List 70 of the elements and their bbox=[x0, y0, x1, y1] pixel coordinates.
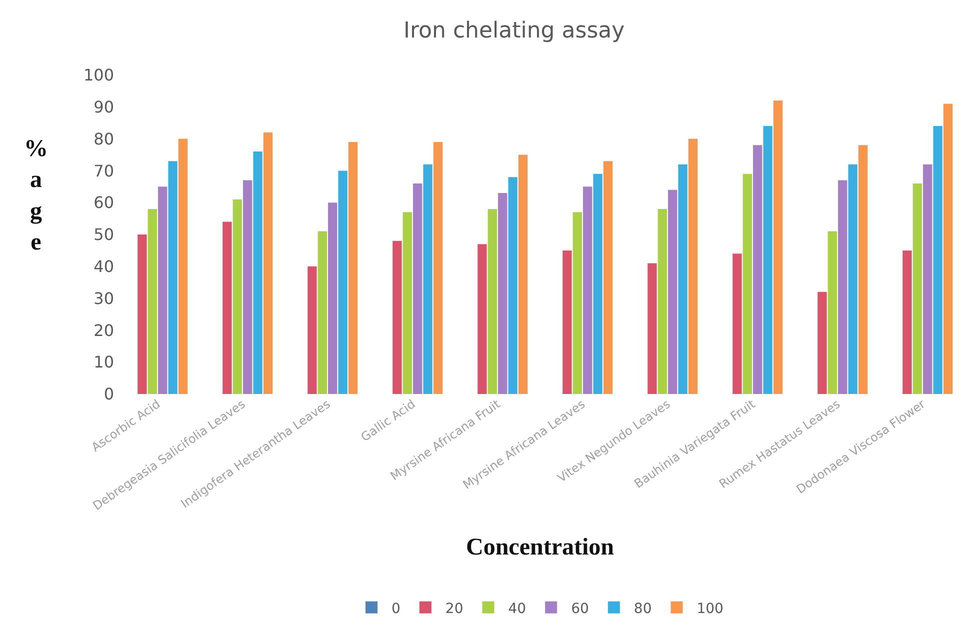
legend-label: 40 bbox=[508, 600, 526, 617]
bar bbox=[498, 193, 508, 394]
y-tick-label: 90 bbox=[94, 98, 114, 116]
legend-label: 60 bbox=[571, 600, 589, 617]
bar bbox=[178, 138, 188, 394]
bar bbox=[933, 126, 942, 394]
bar bbox=[603, 161, 613, 394]
bar bbox=[648, 263, 657, 394]
bar bbox=[413, 183, 422, 394]
bar bbox=[763, 126, 772, 394]
x-axis-title: Concentration bbox=[466, 534, 614, 560]
bar bbox=[508, 177, 518, 394]
legend-label: 20 bbox=[445, 600, 464, 617]
bar bbox=[668, 190, 678, 394]
y-tick-label: 40 bbox=[94, 257, 114, 276]
bar bbox=[572, 212, 582, 394]
bar bbox=[773, 100, 783, 394]
y-tick-label: 70 bbox=[94, 161, 114, 180]
y-tick-label: 80 bbox=[94, 129, 114, 148]
bar bbox=[943, 104, 953, 394]
y-tick-label: 100 bbox=[83, 66, 114, 85]
bar bbox=[168, 161, 178, 394]
bar bbox=[338, 170, 348, 394]
bar bbox=[308, 266, 317, 394]
bar bbox=[263, 132, 273, 394]
bar bbox=[478, 244, 487, 394]
legend-label: 0 bbox=[392, 600, 400, 617]
bar bbox=[753, 145, 762, 394]
bar bbox=[658, 208, 667, 394]
y-tick-label: 30 bbox=[94, 288, 114, 308]
bar bbox=[138, 234, 147, 394]
bar bbox=[423, 164, 432, 394]
bar bbox=[392, 240, 402, 394]
y-tick-label: 50 bbox=[94, 225, 114, 244]
y-tick-label: 10 bbox=[94, 352, 114, 372]
bar bbox=[678, 164, 688, 394]
bar bbox=[742, 174, 752, 394]
bar bbox=[828, 231, 837, 394]
chart-title: Iron chelating assay bbox=[404, 18, 625, 44]
y-tick-label: 0 bbox=[104, 384, 114, 404]
y-axis-title: %age bbox=[24, 136, 48, 256]
legend-label: 100 bbox=[696, 600, 724, 617]
bar bbox=[148, 208, 157, 394]
bar bbox=[923, 164, 932, 394]
bar bbox=[912, 183, 922, 394]
bar bbox=[818, 292, 827, 394]
bar bbox=[583, 186, 592, 394]
y-tick-label: 60 bbox=[94, 193, 114, 212]
bar bbox=[328, 202, 338, 394]
legend-label: 80 bbox=[634, 600, 652, 617]
bar bbox=[518, 154, 528, 394]
bar bbox=[348, 142, 358, 394]
bar bbox=[402, 212, 412, 394]
bar bbox=[318, 231, 327, 394]
bar bbox=[838, 180, 848, 394]
bar bbox=[688, 138, 698, 394]
bar bbox=[222, 222, 232, 394]
bar bbox=[593, 174, 602, 394]
y-tick-label: 20 bbox=[94, 320, 114, 340]
bar bbox=[253, 152, 262, 394]
bar bbox=[562, 250, 572, 394]
bar bbox=[488, 208, 497, 394]
bar bbox=[158, 186, 168, 394]
bar bbox=[902, 250, 912, 394]
bar bbox=[232, 199, 242, 394]
bar bbox=[243, 180, 252, 394]
bar bbox=[848, 164, 858, 394]
bar bbox=[433, 142, 443, 394]
bar bbox=[858, 145, 868, 394]
bar bbox=[732, 254, 742, 394]
